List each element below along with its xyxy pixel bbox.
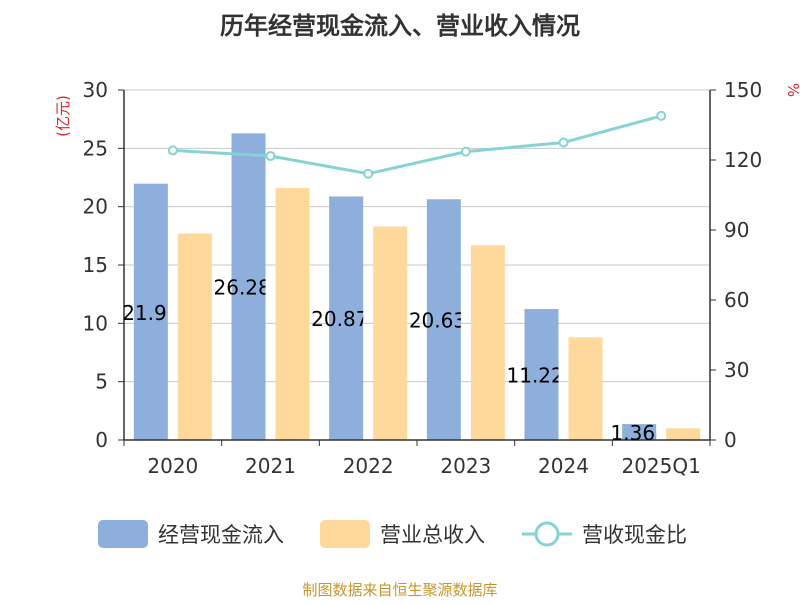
line-point[interactable] [460, 146, 471, 157]
bar[interactable] [524, 309, 559, 440]
left-tick-label: 10 [83, 311, 108, 335]
line-point[interactable] [167, 145, 178, 156]
bar[interactable] [622, 424, 657, 440]
bar[interactable] [231, 133, 266, 441]
legend-label[interactable]: 营收现金比 [582, 523, 687, 547]
bar[interactable] [666, 428, 701, 440]
left-tick-label: 0 [95, 428, 108, 452]
bar-data-label: 1.364 [611, 421, 668, 445]
line-point[interactable] [558, 137, 569, 148]
line-point[interactable] [265, 151, 276, 162]
right-axis-label: % [784, 83, 800, 97]
line-path [172, 114, 662, 176]
legend-swatch[interactable] [98, 520, 148, 548]
bar[interactable] [133, 183, 168, 440]
line-point[interactable] [656, 110, 667, 121]
left-tick-label: 25 [83, 136, 108, 160]
grid-lines [124, 89, 710, 383]
x-tick-label: 2023 [440, 454, 491, 478]
bar-data-label: 26.282 [214, 276, 284, 300]
bar[interactable] [470, 245, 505, 440]
right-tick-label: 150 [724, 78, 762, 102]
right-tick-label: 90 [724, 218, 749, 242]
line-series [167, 110, 667, 179]
x-tick-label: 2025Q1 [621, 454, 700, 478]
bar[interactable] [275, 188, 310, 440]
footer-source: 制图数据来自恒生聚源数据库 [302, 581, 497, 599]
legend[interactable]: 经营现金流入 营业总收入 营收现金比 [98, 520, 687, 548]
left-tick-label: 15 [83, 253, 108, 277]
left-tick-label: 5 [95, 370, 108, 394]
legend-marker[interactable] [534, 521, 560, 547]
left-tick-label: 30 [83, 78, 108, 102]
line-point[interactable] [363, 168, 374, 179]
right-tick-label: 0 [724, 428, 737, 452]
right-tick-label: 30 [724, 358, 749, 382]
bar-marks [133, 133, 701, 441]
bar-data-label: 11.224 [507, 364, 577, 388]
right-tick-label: 120 [724, 148, 762, 172]
x-tick-label: 2020 [147, 454, 198, 478]
bar[interactable] [329, 196, 364, 440]
left-tick-label: 20 [83, 195, 108, 219]
right-tick-label: 60 [724, 288, 749, 312]
chart-title: 历年经营现金流入、营业收入情况 [220, 12, 580, 40]
left-axis-label: (亿元) [54, 95, 72, 137]
bar[interactable] [373, 226, 408, 441]
bar[interactable] [568, 337, 603, 440]
legend-label[interactable]: 经营现金流入 [158, 523, 284, 547]
bar-data-label: 21.97 [122, 301, 179, 325]
data-labels: 21.97 26.282 20.874 20.633 11.224 1.364 [122, 276, 668, 445]
bar-data-label: 20.633 [409, 309, 479, 333]
bar-data-label: 20.874 [311, 307, 381, 331]
x-tick-label: 2021 [245, 454, 296, 478]
x-tick-label: 2022 [343, 454, 394, 478]
x-tick-label: 2024 [538, 454, 589, 478]
bar[interactable] [426, 199, 461, 440]
axes: 0 5 10 15 20 25 30 0 30 60 90 120 150 2020 2021 2022 202… [83, 78, 763, 478]
legend-swatch[interactable] [320, 520, 370, 548]
legend-label[interactable]: 营业总收入 [380, 523, 485, 547]
bar[interactable] [177, 233, 212, 441]
